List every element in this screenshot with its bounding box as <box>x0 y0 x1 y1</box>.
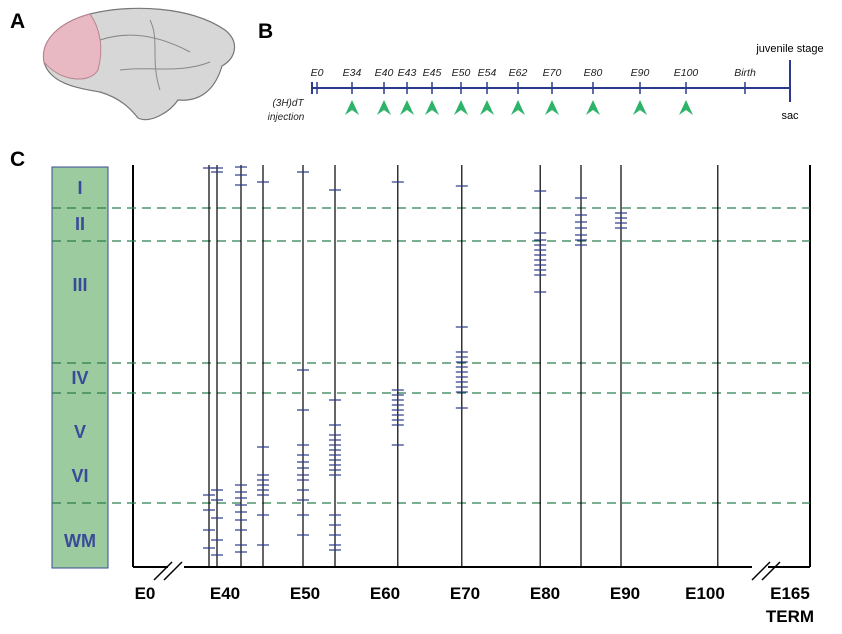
timeline-label: E50 <box>452 67 471 79</box>
layer-label: I <box>77 178 82 198</box>
layer-label: II <box>75 214 85 234</box>
injection-arrow <box>511 100 525 115</box>
timeline-label: E62 <box>509 67 528 79</box>
timeline-label: E70 <box>543 67 562 79</box>
timeline-label: E0 <box>311 67 324 79</box>
injection-arrow <box>425 100 439 115</box>
x-tick-label: E50 <box>290 584 320 603</box>
x-tick-label: E100 <box>685 584 725 603</box>
injection-arrow <box>454 100 468 115</box>
layer-label: VI <box>71 466 88 486</box>
timeline-label: E100 <box>674 67 699 79</box>
panel-label: B <box>258 20 273 43</box>
injection-arrow <box>545 100 559 115</box>
layer-label: WM <box>64 531 96 551</box>
x-tick-label: E60 <box>370 584 400 603</box>
injection-arrow <box>679 100 693 115</box>
injection-arrow <box>586 100 600 115</box>
timeline-label: E90 <box>631 67 650 79</box>
injection-arrow <box>377 100 391 115</box>
timeline: (3H)dT injection juvenile stage sac E0 E34… <box>268 43 824 123</box>
end-label: sac <box>781 110 799 122</box>
brain-illustration <box>42 7 235 121</box>
axis-break <box>153 561 781 581</box>
layer-label: IV <box>71 368 88 388</box>
x-tick-label: E0 <box>135 584 156 603</box>
injection-arrow <box>400 100 414 115</box>
injection-arrow <box>345 100 359 115</box>
timeline-label: E80 <box>584 67 603 79</box>
timeline-label: Birth <box>734 67 756 79</box>
layer-box <box>51 166 109 569</box>
layer-label: V <box>74 422 86 442</box>
timeline-label: E34 <box>343 67 362 79</box>
panel-label: C <box>10 148 25 171</box>
end-label: juvenile stage <box>755 43 823 55</box>
x-tick-label: E165 <box>770 584 810 603</box>
x-tick-label: E80 <box>530 584 560 603</box>
x-tick-label: E40 <box>210 584 240 603</box>
x-end-label: TERM <box>766 607 814 626</box>
x-tick-label: E90 <box>610 584 640 603</box>
injection-arrow <box>480 100 494 115</box>
timeline-label: E40 <box>375 67 394 79</box>
x-tick-label: E70 <box>450 584 480 603</box>
layer-label: III <box>72 275 87 295</box>
timeline-label: E43 <box>398 67 417 79</box>
injection-arrow <box>633 100 647 115</box>
panel-label: A <box>10 10 25 33</box>
timeline-label: E45 <box>423 67 442 79</box>
injection-label: (3H)dT injection <box>268 98 305 123</box>
timeline-label: E54 <box>478 67 497 79</box>
